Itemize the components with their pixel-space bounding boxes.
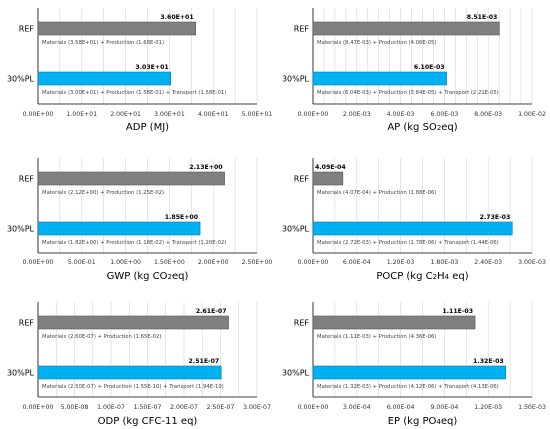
- x-tick-label: 0.00E+00: [23, 259, 54, 266]
- data-label: 2.13E+00: [189, 164, 223, 171]
- data-label: 4.09E-04: [315, 164, 346, 171]
- x-tick-label: 2.50E+00: [242, 259, 273, 266]
- breakdown-label: Materials (1.82E+00) + Production (1.18E…: [42, 240, 226, 246]
- breakdown-label: Materials (3.00E+01) + Production (1.58E…: [42, 90, 226, 96]
- breakdown-label: Materials (2.60E-07) + Production (1.65E…: [42, 334, 161, 340]
- x-tick-label: 0.00E+00: [298, 111, 329, 118]
- x-tick-label: 1.00E-07: [97, 404, 125, 411]
- category-label: 30%PL: [7, 225, 35, 234]
- x-tick-label: 3.00E-07: [243, 404, 271, 411]
- chart-3: 0.00E+00 5.00E-01 1.00E+00 1.50E+00 2.00E+00…: [7, 158, 272, 282]
- bar-ref: [37, 171, 225, 186]
- category-label: 30%PL: [282, 225, 310, 234]
- chart-2: 0.00E+00 2.00E-03 4.00E-03 6.00E-03 8.00E-03…: [282, 8, 546, 133]
- breakdown-label: Materials (6.04E-03) + Production (3.84E…: [317, 90, 499, 96]
- chart-title: ADP (MJ): [126, 122, 169, 133]
- x-tick-label: 3.00E+01: [154, 111, 185, 118]
- bar-ref: [312, 21, 500, 36]
- category-label: 30%PL: [282, 75, 310, 84]
- x-tick-label: 4.00E+01: [198, 111, 229, 118]
- bar-30pl: [37, 365, 222, 380]
- breakdown-label: Materials (4.07E-04) + Production (1.88E…: [317, 190, 436, 196]
- bar-ref: [37, 315, 229, 330]
- category-label: 30%PL: [7, 369, 35, 378]
- x-tick-label: 5.00E+01: [242, 111, 273, 118]
- x-tick-label: 1.50E-03: [518, 404, 546, 411]
- chart-title: POCP (kg C2H4 eq): [376, 271, 468, 282]
- bar-30pl: [37, 71, 172, 86]
- data-label: 6.10E-03: [414, 64, 445, 71]
- breakdown-label: Materials (1.32E-03) + Production (4.12E…: [317, 384, 499, 390]
- category-label: 30%PL: [282, 369, 310, 378]
- x-tick-label: 1.50E-07: [134, 404, 162, 411]
- x-tick-label: 6.00E-03: [431, 111, 459, 118]
- category-label: REF: [19, 175, 35, 184]
- x-tick-label: 0.00E+00: [23, 111, 54, 118]
- breakdown-label: Materials (2.72E-03) + Production (1.78E…: [317, 240, 499, 246]
- category-label: REF: [294, 319, 310, 328]
- chart-title: ODP (kg CFC-11 eq): [98, 416, 198, 427]
- x-tick-label: 1.00E+01: [66, 111, 97, 118]
- data-label: 1.85E+00: [165, 214, 199, 221]
- bar-30pl: [312, 221, 513, 236]
- bar-30pl: [312, 365, 507, 380]
- x-tick-label: 3.00E-03: [518, 259, 546, 266]
- x-tick-label: 5.00E-08: [61, 404, 89, 411]
- chart-4: 0.00E+00 6.00E-04 1.20E-03 1.80E-03 2.40E-03…: [282, 158, 546, 282]
- x-tick-label: 1.20E-03: [387, 259, 415, 266]
- bar-30pl: [37, 221, 201, 236]
- data-label: 1.32E-03: [473, 358, 504, 365]
- x-tick-label: 5.00E-01: [68, 259, 96, 266]
- data-label: 8.51E-03: [467, 14, 498, 21]
- category-label: 30%PL: [7, 75, 35, 84]
- data-label: 3.03E+01: [135, 64, 168, 71]
- chart-5: 0.00E+00 5.00E-08 1.00E-07 1.50E-07 2.00E-07…: [7, 302, 271, 427]
- x-tick-label: 4.00E-03: [387, 111, 415, 118]
- x-tick-label: 1.00E+00: [110, 259, 141, 266]
- x-tick-label: 2.40E-03: [474, 259, 502, 266]
- x-tick-label: 1.80E-03: [431, 259, 459, 266]
- x-tick-label: 2.00E-07: [170, 404, 198, 411]
- breakdown-label: Materials (2.50E-07) + Production (1.55E…: [42, 384, 224, 390]
- x-tick-label: 9.00E-04: [431, 404, 459, 411]
- bar-30pl: [312, 71, 447, 86]
- breakdown-label: Materials (3.58E+01) + Production (1.68E…: [42, 40, 164, 46]
- data-label: 2.61E-07: [196, 308, 227, 315]
- x-tick-label: 8.00E-03: [474, 111, 502, 118]
- data-label: 2.73E-03: [480, 214, 511, 221]
- x-tick-label: 1.00E-02: [518, 111, 546, 118]
- bar-ref: [312, 171, 344, 186]
- chart-title: GWP (kg CO2eq): [107, 271, 189, 282]
- breakdown-label: Materials (2.12E+00) + Production (1.25E…: [42, 190, 164, 196]
- x-tick-label: 0.00E+00: [23, 404, 54, 411]
- category-label: REF: [294, 25, 310, 34]
- category-label: REF: [19, 25, 35, 34]
- bar-ref: [37, 21, 196, 36]
- breakdown-label: Materials (8.47E-03) + Production (4.06E…: [317, 40, 436, 46]
- x-tick-label: 2.00E-03: [343, 111, 371, 118]
- x-tick-label: 3.00E-04: [343, 404, 371, 411]
- breakdown-label: Materials (1.11E-03) + Production (4.36E…: [317, 334, 436, 340]
- chart-title: AP (kg SO2eq): [387, 122, 457, 133]
- data-label: 1.11E-03: [442, 308, 473, 315]
- x-tick-label: 6.00E-04: [387, 404, 415, 411]
- x-tick-label: 2.00E+01: [110, 111, 141, 118]
- chart-title: EP (kg PO4eq): [388, 416, 458, 427]
- x-tick-label: 1.50E+00: [154, 259, 185, 266]
- x-tick-label: 6.00E-04: [343, 259, 371, 266]
- data-label: 3.60E+01: [160, 14, 193, 21]
- chart-6: 0.00E+00 3.00E-04 6.00E-04 9.00E-04 1.20E-03…: [282, 302, 546, 427]
- category-label: REF: [294, 175, 310, 184]
- x-tick-label: 0.00E+00: [298, 259, 329, 266]
- x-tick-label: 2.00E+00: [198, 259, 229, 266]
- category-label: REF: [19, 319, 35, 328]
- chart-1: 0.00E+00 1.00E+01 2.00E+01 3.00E+01 4.00E+01…: [7, 8, 272, 133]
- x-tick-label: 0.00E+00: [298, 404, 329, 411]
- bar-ref: [312, 315, 476, 330]
- x-tick-label: 2.50E-07: [207, 404, 235, 411]
- x-tick-label: 1.20E-03: [474, 404, 502, 411]
- data-label: 2.51E-07: [189, 358, 220, 365]
